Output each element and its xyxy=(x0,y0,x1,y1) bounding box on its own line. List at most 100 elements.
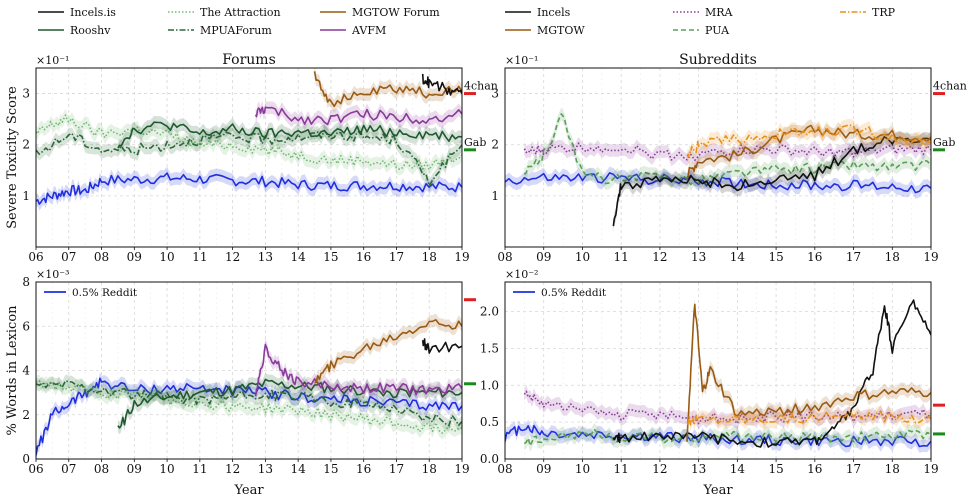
x-tick-label: 18 xyxy=(885,250,900,264)
y-tick-label: 2 xyxy=(22,138,30,152)
series-line xyxy=(421,73,462,96)
x-tick-label: 15 xyxy=(768,462,783,476)
axis-multiplier: ×10⁻² xyxy=(505,268,538,281)
x-tick-label: 18 xyxy=(885,462,900,476)
series-band xyxy=(36,166,462,211)
x-tick-label: 08 xyxy=(497,462,512,476)
x-tick-label: 15 xyxy=(323,250,338,264)
x-tick-label: 09 xyxy=(127,462,142,476)
x-tick-label: 08 xyxy=(497,250,512,264)
x-tick-label: 19 xyxy=(923,462,938,476)
y-tick-label: 4 xyxy=(22,364,30,378)
x-tick-label: 14 xyxy=(730,462,746,476)
panel-legend-label: 0.5% Reddit xyxy=(541,287,607,299)
series-band xyxy=(524,423,931,452)
series-line xyxy=(523,390,931,425)
x-tick-label: 14 xyxy=(730,250,746,264)
reference-label: 4chan xyxy=(464,80,498,93)
x-tick-label: 12 xyxy=(652,250,667,264)
x-tick-label: 10 xyxy=(575,462,590,476)
series-band xyxy=(687,298,931,448)
x-tick-label: 09 xyxy=(127,250,142,264)
y-axis-label: Severe Toxicity Score xyxy=(5,86,20,229)
series-line xyxy=(505,172,931,194)
x-tick-label: 12 xyxy=(225,462,240,476)
series-line xyxy=(117,121,462,149)
x-tick-label: 15 xyxy=(323,462,338,476)
legend-label: MPUAForum xyxy=(200,24,272,37)
x-tick-label: 11 xyxy=(192,462,207,476)
series-group xyxy=(36,68,462,211)
y-axis-label: % Words in Lexicon xyxy=(5,305,20,436)
x-tick-label: 17 xyxy=(846,250,861,264)
series-line xyxy=(36,114,462,171)
x-tick-label: 06 xyxy=(28,250,43,264)
x-axis-label: Year xyxy=(702,483,733,498)
y-tick-label: 2.0 xyxy=(480,305,499,319)
x-tick-label: 14 xyxy=(291,462,307,476)
y-tick-label: 0.5 xyxy=(480,415,499,429)
y-tick-label: 0.0 xyxy=(480,452,499,466)
series-line xyxy=(612,299,931,448)
x-tick-label: 08 xyxy=(94,250,109,264)
x-tick-label: 13 xyxy=(258,250,273,264)
series-band xyxy=(505,419,931,453)
legend-label: Rooshv xyxy=(70,24,111,37)
x-tick-label: 15 xyxy=(768,250,783,264)
series-band xyxy=(36,374,462,440)
series-band xyxy=(687,119,931,184)
x-tick-label: 12 xyxy=(652,462,667,476)
legend-label: MGTOW Forum xyxy=(352,6,440,19)
x-tick-label: 12 xyxy=(225,250,240,264)
series-band xyxy=(255,338,462,403)
legend-label: The Attraction xyxy=(200,6,281,19)
reference-label: 4chan xyxy=(933,80,967,93)
series-band xyxy=(36,372,462,459)
series-group xyxy=(505,298,931,453)
panel-legend-label: 0.5% Reddit xyxy=(72,287,138,299)
y-tick-label: 2 xyxy=(491,138,499,152)
plot-frame xyxy=(504,281,932,460)
x-tick-label: 08 xyxy=(94,462,109,476)
x-tick-label: 16 xyxy=(356,462,371,476)
series-line xyxy=(36,172,462,205)
series-band xyxy=(524,136,931,167)
x-tick-label: 19 xyxy=(454,250,469,264)
series-line xyxy=(523,113,931,186)
series-line xyxy=(314,319,462,384)
series-line xyxy=(36,379,462,434)
panel-title: Subreddits xyxy=(679,52,757,68)
x-tick-label: 19 xyxy=(454,462,469,476)
y-tick-label: 6 xyxy=(22,319,30,333)
x-tick-label: 11 xyxy=(192,250,207,264)
plot-frame xyxy=(35,67,463,248)
y-tick-label: 1 xyxy=(491,189,499,203)
x-tick-label: 16 xyxy=(807,462,822,476)
x-tick-label: 16 xyxy=(807,250,822,264)
y-tick-label: 2 xyxy=(22,408,30,422)
series-line xyxy=(686,303,931,442)
x-tick-label: 11 xyxy=(614,250,629,264)
axis-multiplier: ×10⁻³ xyxy=(36,268,69,281)
y-tick-label: 1.5 xyxy=(480,341,499,355)
series-line xyxy=(686,124,931,178)
legend-label: TRP xyxy=(872,6,896,19)
x-tick-label: 06 xyxy=(28,462,43,476)
series-band xyxy=(314,68,462,113)
x-tick-label: 07 xyxy=(61,250,76,264)
x-tick-label: 14 xyxy=(291,250,307,264)
legend-label: AVFM xyxy=(351,24,386,37)
series-line xyxy=(254,106,462,126)
x-tick-label: 09 xyxy=(536,250,551,264)
series-line xyxy=(36,129,462,187)
series-group xyxy=(505,107,931,233)
y-tick-label: 1 xyxy=(22,189,30,203)
legend-label: Incels.is xyxy=(70,6,116,19)
series-band xyxy=(314,313,462,389)
series-band xyxy=(524,107,931,191)
x-tick-label: 17 xyxy=(389,462,404,476)
series-line xyxy=(523,428,931,447)
x-axis-label: Year xyxy=(233,483,264,498)
x-tick-label: 16 xyxy=(356,250,371,264)
